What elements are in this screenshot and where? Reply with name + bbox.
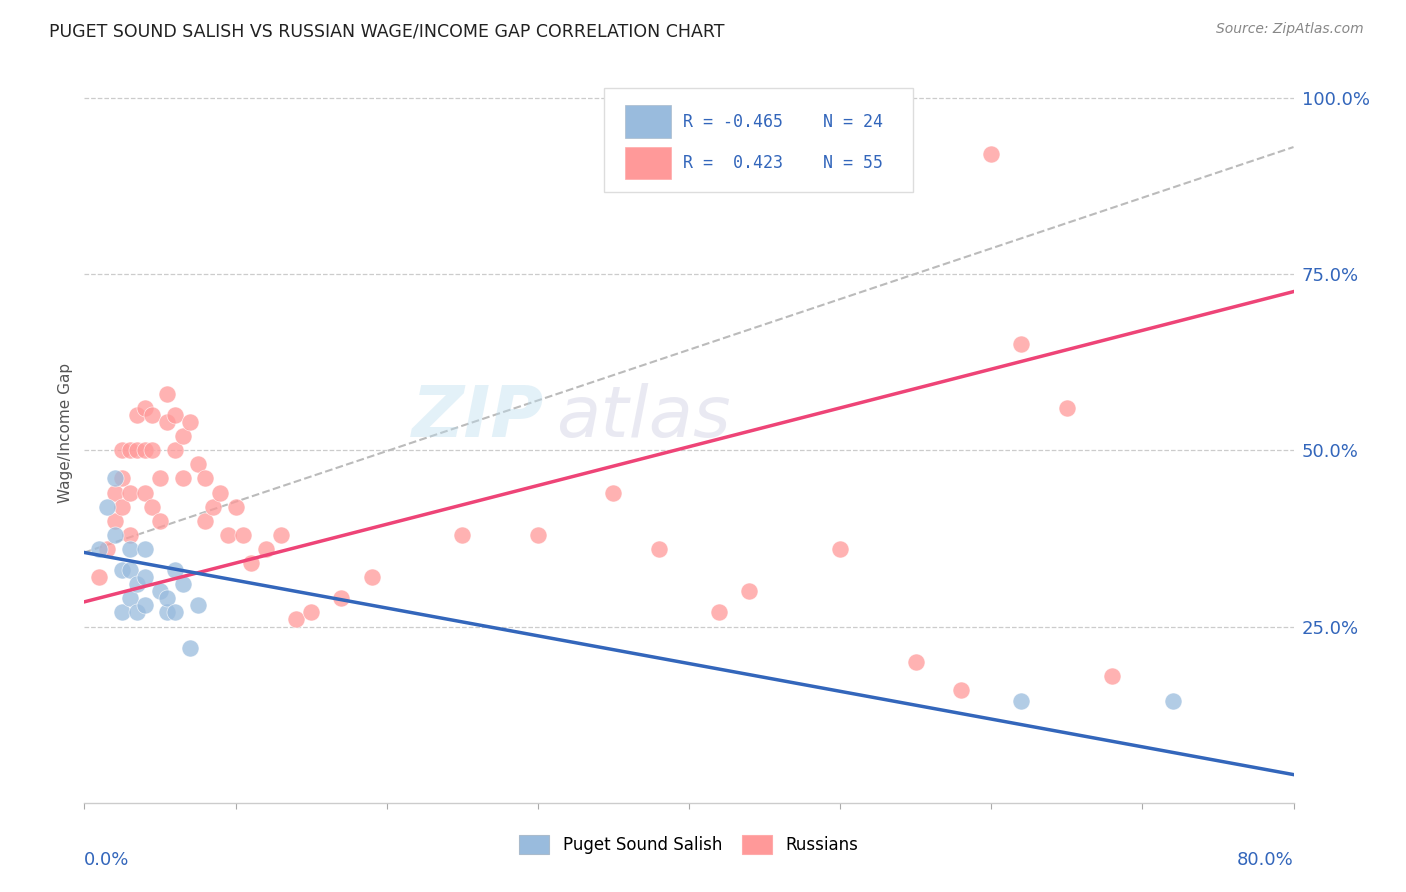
- Point: [134, 485, 156, 500]
- Point: [904, 655, 927, 669]
- Point: [172, 577, 194, 591]
- Point: [134, 541, 156, 556]
- Point: [217, 528, 239, 542]
- Point: [1101, 669, 1123, 683]
- Point: [89, 541, 111, 556]
- Point: [141, 408, 163, 422]
- Point: [111, 443, 134, 458]
- Point: [285, 612, 308, 626]
- Point: [194, 471, 217, 485]
- Point: [118, 563, 141, 577]
- Point: [134, 401, 156, 415]
- Point: [648, 541, 671, 556]
- Y-axis label: Wage/Income Gap: Wage/Income Gap: [58, 362, 73, 503]
- Point: [104, 485, 127, 500]
- Text: atlas: atlas: [555, 384, 731, 452]
- Point: [1011, 337, 1033, 351]
- FancyBboxPatch shape: [605, 88, 912, 192]
- Point: [209, 485, 232, 500]
- Point: [118, 541, 141, 556]
- Text: 0.0%: 0.0%: [84, 851, 129, 869]
- Point: [187, 458, 209, 472]
- Point: [709, 606, 731, 620]
- Point: [194, 514, 217, 528]
- Point: [179, 640, 201, 655]
- Point: [141, 500, 163, 514]
- Point: [127, 408, 149, 422]
- Point: [156, 591, 179, 606]
- Point: [104, 528, 127, 542]
- Point: [165, 563, 187, 577]
- Point: [127, 606, 149, 620]
- Point: [172, 471, 194, 485]
- Point: [299, 606, 322, 620]
- Point: [127, 443, 149, 458]
- Point: [172, 429, 194, 443]
- Text: Source: ZipAtlas.com: Source: ZipAtlas.com: [1216, 22, 1364, 37]
- Point: [104, 514, 127, 528]
- Point: [156, 415, 179, 429]
- Point: [134, 599, 156, 613]
- Point: [149, 471, 172, 485]
- Point: [127, 577, 149, 591]
- Point: [141, 443, 163, 458]
- Point: [111, 500, 134, 514]
- Text: R = -0.465    N = 24: R = -0.465 N = 24: [683, 112, 883, 130]
- Point: [201, 500, 224, 514]
- Point: [156, 606, 179, 620]
- Point: [134, 570, 156, 584]
- Point: [134, 443, 156, 458]
- Point: [980, 147, 1002, 161]
- Point: [451, 528, 474, 542]
- Point: [254, 541, 277, 556]
- Point: [111, 471, 134, 485]
- Text: ZIP: ZIP: [412, 384, 544, 452]
- Point: [360, 570, 382, 584]
- Point: [149, 514, 172, 528]
- Point: [149, 584, 172, 599]
- Point: [118, 528, 141, 542]
- Point: [89, 570, 111, 584]
- Point: [950, 683, 973, 698]
- Point: [330, 591, 353, 606]
- Point: [1011, 693, 1033, 707]
- Point: [111, 606, 134, 620]
- Point: [602, 485, 624, 500]
- Point: [165, 443, 187, 458]
- Text: 80.0%: 80.0%: [1237, 851, 1294, 869]
- Point: [270, 528, 292, 542]
- Text: PUGET SOUND SALISH VS RUSSIAN WAGE/INCOME GAP CORRELATION CHART: PUGET SOUND SALISH VS RUSSIAN WAGE/INCOM…: [49, 22, 724, 40]
- Point: [830, 541, 852, 556]
- Point: [527, 528, 550, 542]
- Point: [96, 500, 118, 514]
- Point: [1056, 401, 1078, 415]
- Legend: Puget Sound Salish, Russians: Puget Sound Salish, Russians: [513, 829, 865, 861]
- Point: [239, 556, 262, 570]
- Point: [118, 443, 141, 458]
- Point: [165, 408, 187, 422]
- Point: [738, 584, 761, 599]
- Point: [104, 471, 127, 485]
- Point: [96, 541, 118, 556]
- Point: [1161, 693, 1184, 707]
- Point: [165, 606, 187, 620]
- FancyBboxPatch shape: [624, 105, 671, 138]
- Point: [118, 485, 141, 500]
- Text: R =  0.423    N = 55: R = 0.423 N = 55: [683, 154, 883, 172]
- Point: [187, 599, 209, 613]
- FancyBboxPatch shape: [624, 147, 671, 179]
- Point: [232, 528, 254, 542]
- Point: [118, 591, 141, 606]
- Point: [156, 387, 179, 401]
- Point: [225, 500, 247, 514]
- Point: [111, 563, 134, 577]
- Point: [179, 415, 201, 429]
